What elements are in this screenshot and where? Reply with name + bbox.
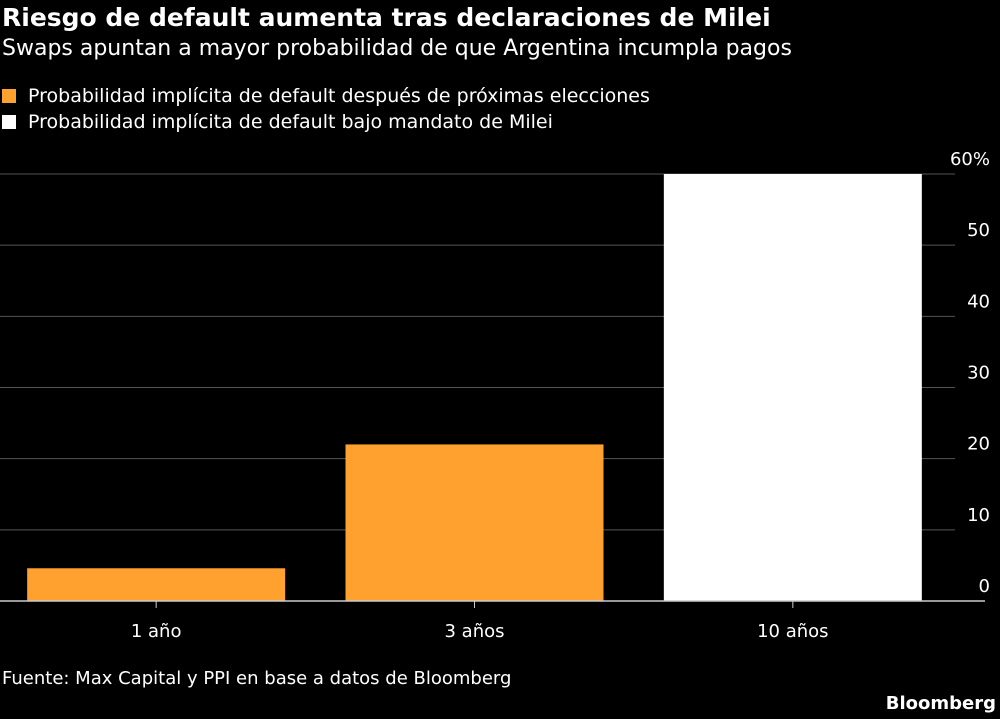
legend-label-white: Probabilidad implícita de default bajo m… (28, 111, 553, 133)
bloomberg-logo: Bloomberg (885, 693, 996, 714)
y-tick-label-50: 50 (967, 220, 990, 241)
legend-swatch-orange (2, 89, 16, 103)
y-tick-label-60: 60% (950, 149, 990, 170)
chart-subtitle: Swaps apuntan a mayor probabilidad de qu… (2, 36, 792, 61)
x-tick-label-2: 10 años (757, 621, 828, 642)
y-tick-label-10: 10 (967, 505, 990, 526)
source-note: Fuente: Max Capital y PPI en base a dato… (2, 668, 512, 689)
y-tick-label-20: 20 (967, 434, 990, 455)
legend-swatch-white (2, 115, 16, 129)
bar-orange-1 (345, 444, 604, 601)
bar-white-2 (663, 174, 922, 601)
legend-item-orange: Probabilidad implícita de default despué… (2, 83, 650, 109)
legend-item-white: Probabilidad implícita de default bajo m… (2, 109, 650, 135)
y-tick-label-0: 0 (979, 576, 990, 597)
x-tick-label-1: 3 años (444, 621, 504, 642)
x-tick-label-0: 1 año (131, 621, 182, 642)
legend: Probabilidad implícita de default despué… (2, 83, 650, 135)
bar-orange-0 (27, 568, 286, 601)
y-tick-label-40: 40 (967, 291, 990, 312)
chart-title: Riesgo de default aumenta tras declaraci… (2, 3, 771, 32)
y-tick-label-30: 30 (967, 363, 990, 384)
legend-label-orange: Probabilidad implícita de default despué… (28, 85, 650, 107)
